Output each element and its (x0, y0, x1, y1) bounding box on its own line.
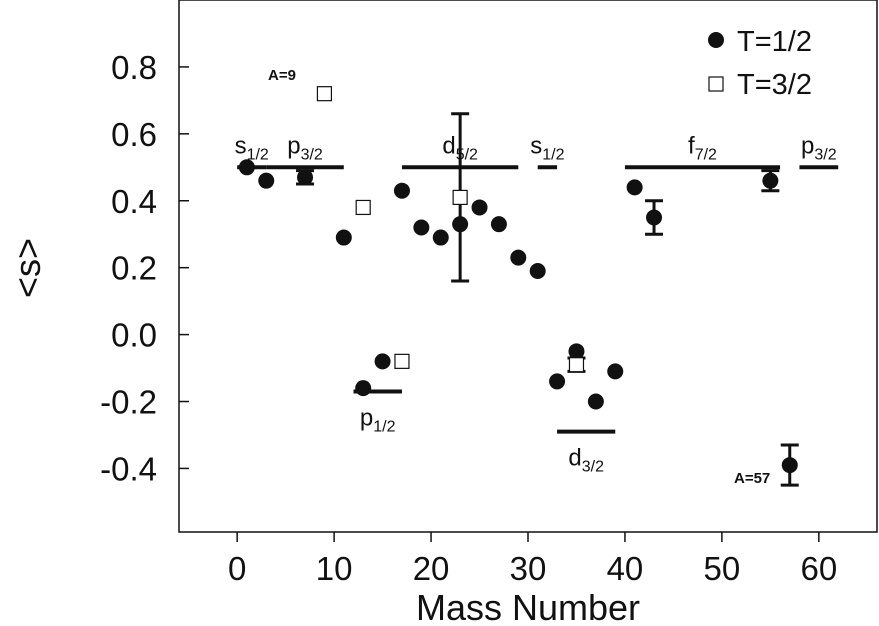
data-point-t12 (607, 363, 624, 380)
data-point-t12 (393, 182, 410, 199)
data-point-t12 (297, 169, 314, 186)
x-tick-label: 10 (316, 550, 353, 587)
data-point-t12 (238, 159, 255, 176)
data-point-t12 (529, 263, 546, 280)
data-point-t12 (471, 199, 488, 216)
data-point-t32 (316, 86, 333, 102)
data-point-t12 (258, 172, 275, 189)
data-point-t12 (626, 179, 643, 196)
x-tick-label: 40 (607, 550, 644, 587)
legend-marker-t12 (708, 32, 724, 48)
shell-level-label: d3/2 (568, 445, 604, 476)
data-point-t12 (374, 353, 391, 370)
y-axis-ticks: 0.8 0.6 0.4 0.2 0.0 -0.2 -0.4 (100, 49, 189, 487)
x-axis-title: Mass Number (416, 587, 640, 626)
data-point-t12 (762, 172, 779, 189)
annotation-a9: A=9 (268, 67, 296, 84)
y-tick-label: 0.8 (111, 49, 157, 86)
y-tick-label: -0.4 (100, 450, 157, 487)
shell-level-label: s1/2 (530, 132, 564, 163)
data-point-t12 (355, 380, 372, 397)
data-point-t12 (587, 393, 604, 410)
data-point-t12 (335, 229, 352, 246)
data-point-t32 (355, 199, 371, 216)
shell-level-label: s1/2 (235, 132, 269, 163)
data-point-t12 (781, 457, 798, 474)
x-axis-ticks: 0 10 20 30 40 50 60 (228, 532, 837, 587)
data-point-t32 (568, 357, 585, 373)
legend-marker-t32 (708, 76, 724, 92)
data-point-t12 (432, 229, 449, 246)
y-tick-label: 0.0 (111, 317, 157, 354)
x-tick-label: 60 (800, 550, 837, 587)
data-point-t32 (452, 189, 468, 206)
shell-level-label: p1/2 (360, 404, 396, 435)
data-point-t12 (568, 343, 585, 360)
y-axis-title: <s> (7, 238, 48, 298)
x-tick-label: 0 (228, 550, 246, 587)
data-point-t12 (510, 249, 527, 266)
y-tick-label: 0.6 (111, 116, 157, 153)
shell-model-levels: s1/2 p3/2p1/2d5/2 s1/2d3/2f7/2 p3/2 (235, 132, 839, 476)
shell-level-label: p3/2 (801, 132, 837, 163)
shell-level-label: f7/2 (688, 132, 717, 163)
data-point-t32 (394, 353, 410, 369)
x-tick-label: 50 (704, 550, 741, 587)
data-point-t12 (646, 209, 663, 226)
legend-label-t32: T=3/2 (737, 69, 812, 101)
shell-level-label: p3/2 (287, 132, 323, 163)
data-point-t12 (549, 373, 566, 390)
y-tick-label: 0.2 (111, 250, 157, 287)
y-tick-label: -0.2 (100, 384, 157, 421)
legend: T=1/2 T=3/2 (708, 26, 812, 101)
data-point-t12 (490, 216, 507, 233)
data-points (238, 86, 799, 487)
x-tick-label: 20 (413, 550, 450, 587)
data-point-t12 (413, 219, 430, 236)
annotation-a57: A=57 (734, 470, 770, 487)
x-tick-label: 30 (510, 550, 547, 587)
y-tick-label: 0.4 (111, 183, 157, 220)
legend-label-t12: T=1/2 (737, 26, 812, 58)
